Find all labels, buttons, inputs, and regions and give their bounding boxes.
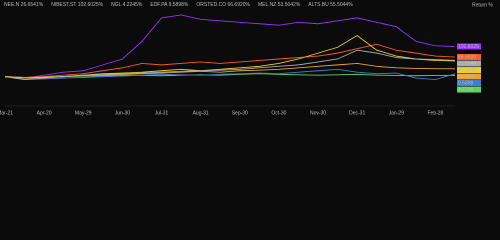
legend-item: EDF.PA 9.5898% [150,2,189,8]
legend-value: 53.5042% [278,2,301,8]
legend-name: NIBEST.ST [51,2,76,8]
value-tag [457,73,481,80]
legend-value: 55.5044% [330,2,353,8]
value-label: 26.6541 [458,74,476,80]
value-tag [457,54,481,61]
value-label: 66.6920 [458,55,476,61]
x-tick-label: Sep-30 [232,110,248,116]
legend-value: 26.6541% [21,2,44,8]
line [4,73,456,78]
legend-name: NGL [111,2,122,8]
value-label: 55.5044 [458,61,476,67]
x-tick-label: Dec-31 [349,110,365,116]
legend-name: MEL.NZ [258,2,276,8]
legend-item: MEL.NZ 53.5042% [258,2,301,8]
value-tag [457,86,481,93]
background [0,0,500,120]
y-axis-label: Return % [472,2,493,8]
line [4,68,456,81]
value-tag [457,60,481,67]
line [4,49,456,81]
legend-item: NEE.N 26.6541% [4,2,44,8]
legend-name: ORSTED.CO [196,2,226,8]
legend-name: EDF.PA [150,2,168,8]
x-tick-label: Aug-31 [193,110,209,116]
legend-value: 4.2245% [123,2,143,8]
value-label: 102.6025 [458,44,479,50]
legend-value: 102.6025% [78,2,104,8]
x-tick-label: Nov-30 [310,110,326,116]
x-tick-label: Mar-21 [0,110,13,116]
line [4,14,456,79]
value-label: 53.5042 [458,68,476,74]
legend-value: 66.6920% [227,2,250,8]
x-tick-label: May-29 [75,110,92,116]
x-tick-label: Jan-29 [389,110,405,116]
value-label: 4.2245 [458,87,474,93]
value-tag [457,67,481,74]
line [4,43,456,78]
x-tick-label: Jul-31 [155,110,169,116]
chart: Return % Mar-21 Apr-20 May-29 Jun-30 Jul-31 A… [0,0,500,120]
legend-name: NEE.N [4,2,20,8]
x-tick-label: Jun-30 [115,110,131,116]
x-tick-label: Apr-20 [37,110,52,116]
legend-name: ALTS.BU [308,2,329,8]
value-tag [457,80,481,87]
legend-item: ALTS.BU 55.5044% [308,2,353,8]
legend-value: 9.5898% [169,2,189,8]
legend-item: NIBEST.ST 102.6025% [51,2,103,8]
x-tick-label: Feb-28 [428,110,444,116]
legend-item: NGL 4.2245% [111,2,143,8]
value-label: 9.5898 [458,81,474,87]
legend-item: ORSTED.CO 66.6920% [196,2,250,8]
value-tag [457,43,481,50]
x-tick-label: Oct-30 [271,110,286,116]
